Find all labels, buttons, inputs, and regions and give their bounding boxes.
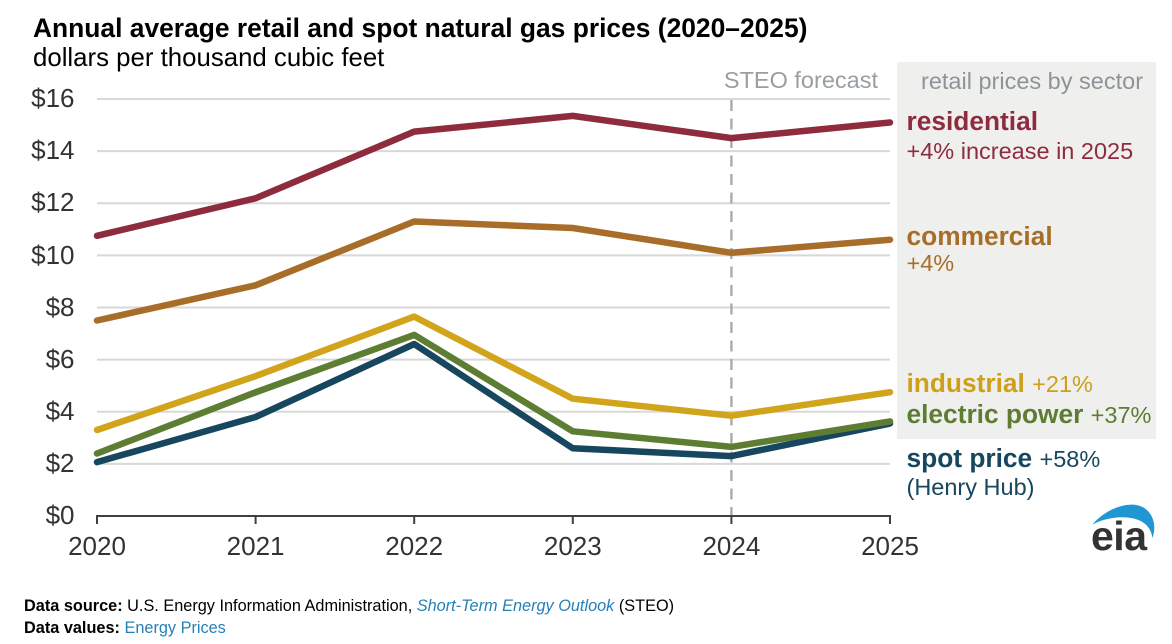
svg-text:eia: eia — [1091, 513, 1148, 559]
